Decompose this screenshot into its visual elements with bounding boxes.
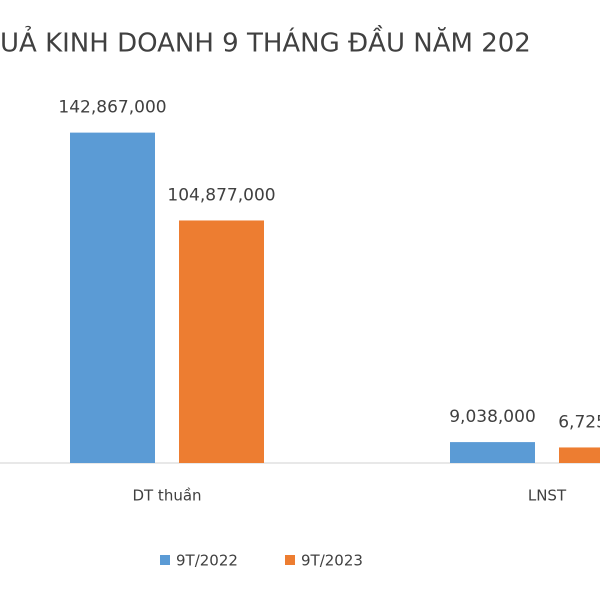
bar [70, 132, 155, 463]
legend-label: 9T/2023 [301, 552, 363, 570]
legend-label: 9T/2022 [176, 552, 238, 570]
data-label: 6,725,000 [558, 412, 600, 432]
x-tick-label: DT thuần [132, 487, 201, 505]
data-label: 9,038,000 [449, 407, 536, 427]
legend-swatch [160, 555, 170, 565]
bar [559, 447, 600, 463]
data-label: 142,867,000 [58, 98, 166, 118]
chart-title: UẢ KINH DOANH 9 THÁNG ĐẦU NĂM 202 [0, 24, 531, 59]
bar [450, 442, 535, 463]
legend-swatch [285, 555, 295, 565]
data-label: 104,877,000 [167, 185, 275, 205]
x-tick-label: LNST [528, 487, 567, 505]
bar [179, 220, 264, 463]
